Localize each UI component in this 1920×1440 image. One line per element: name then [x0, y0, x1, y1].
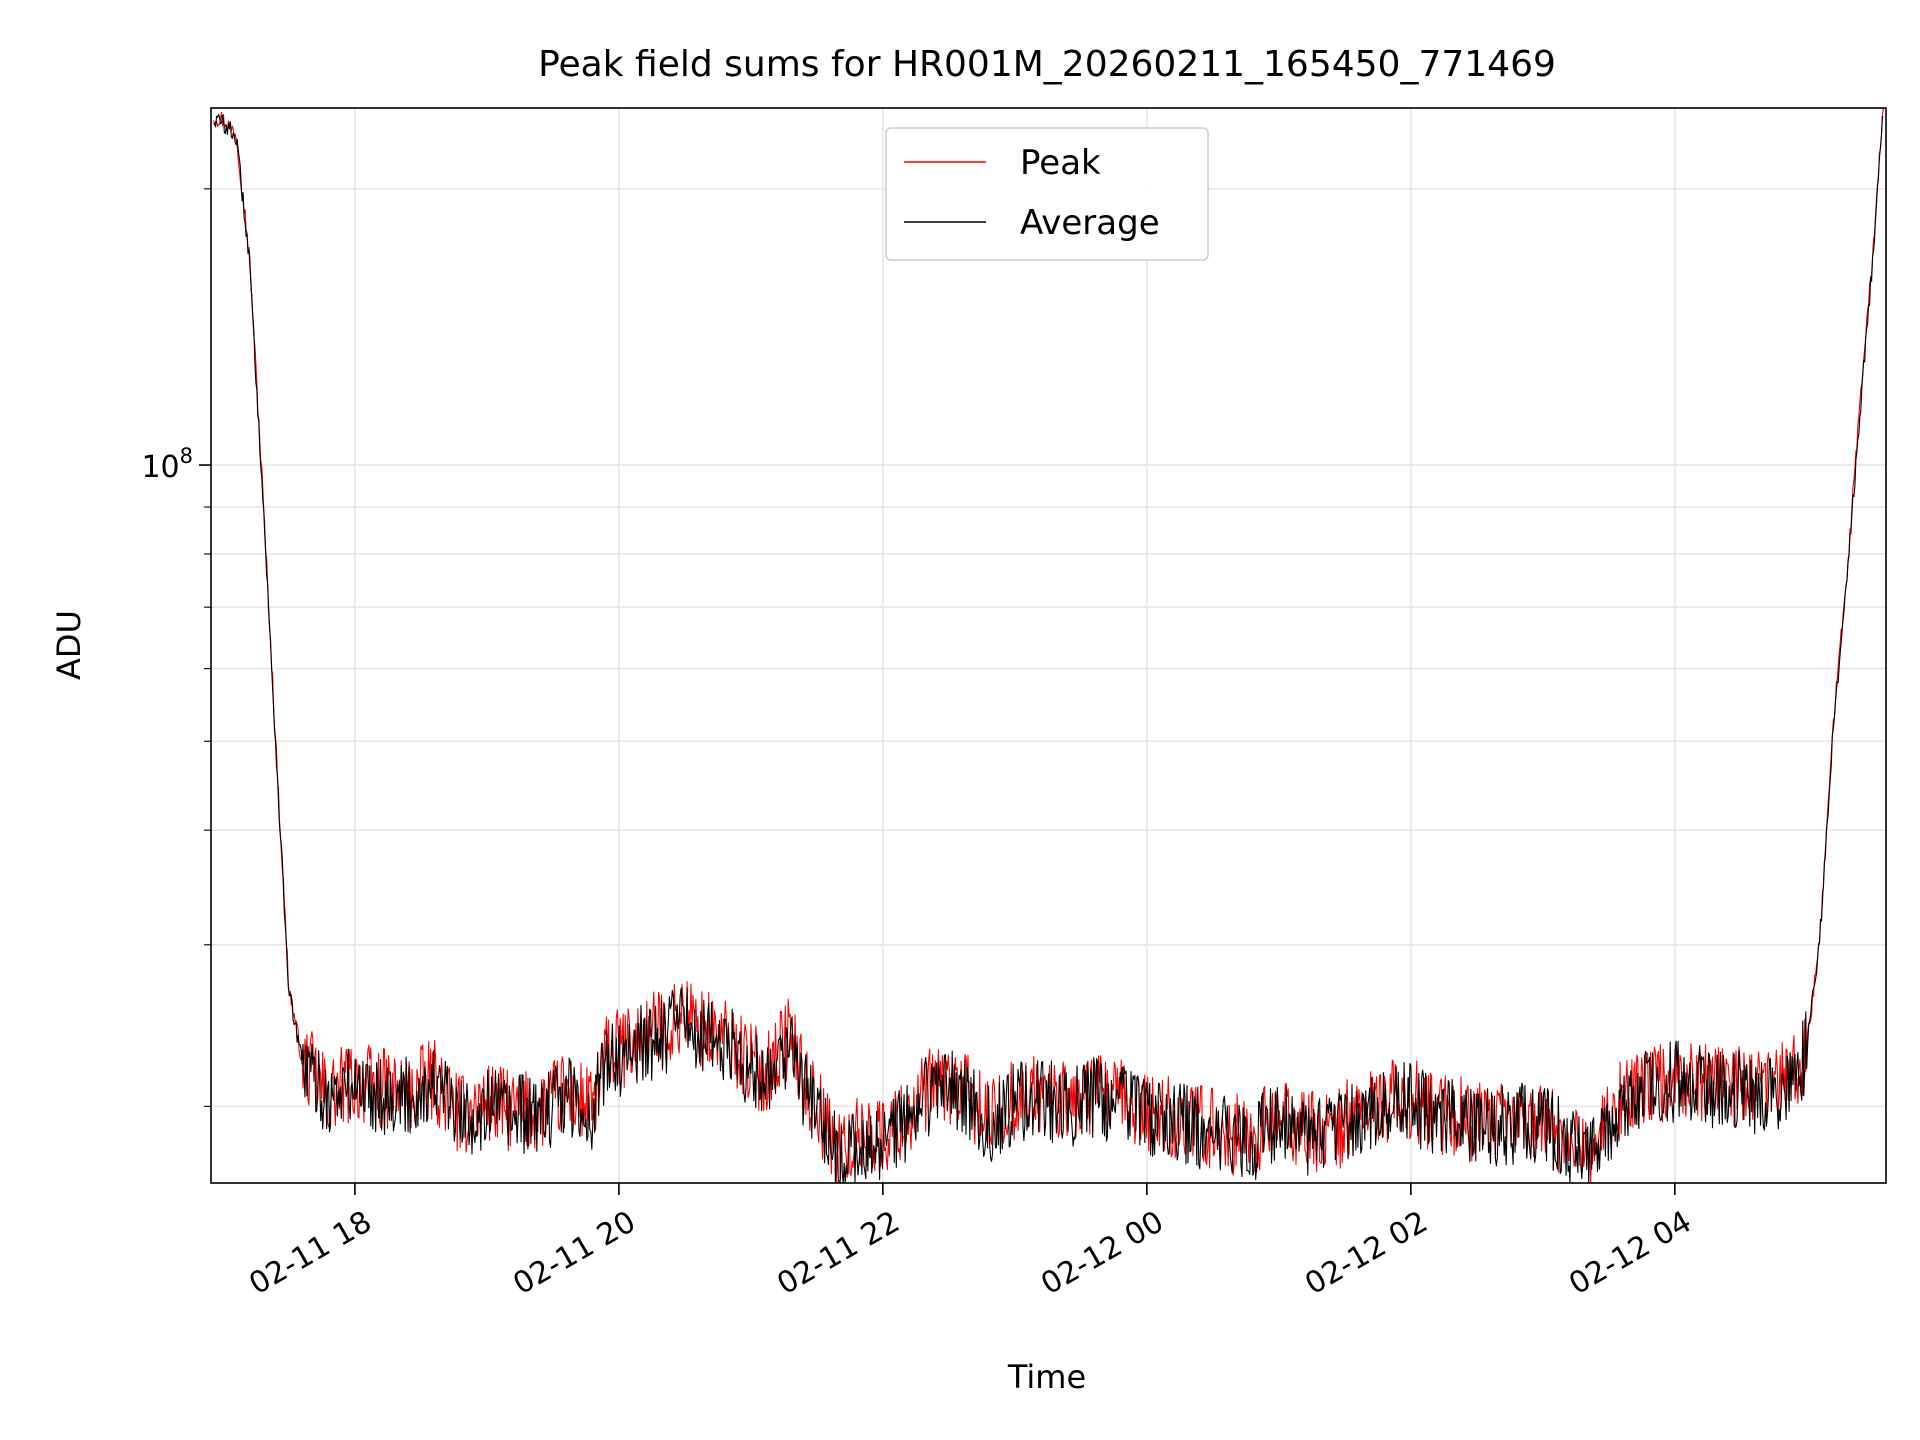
y-tick-label: 108	[141, 444, 193, 485]
y-axis: 108	[141, 188, 211, 1107]
x-axis-label: Time	[1007, 1358, 1086, 1396]
plot-frame	[210, 107, 1887, 1184]
series-line-average	[213, 113, 1884, 1184]
y-axis-label: ADU	[50, 610, 88, 680]
chart-title: Peak field sums for HR001M_20260211_1654…	[538, 44, 1556, 85]
legend-box	[885, 127, 1209, 261]
legend: Peak Average	[885, 127, 1209, 261]
series-layer	[213, 107, 1884, 1184]
legend-label-average: Average	[1020, 203, 1160, 243]
legend-label-peak: Peak	[1020, 143, 1101, 183]
